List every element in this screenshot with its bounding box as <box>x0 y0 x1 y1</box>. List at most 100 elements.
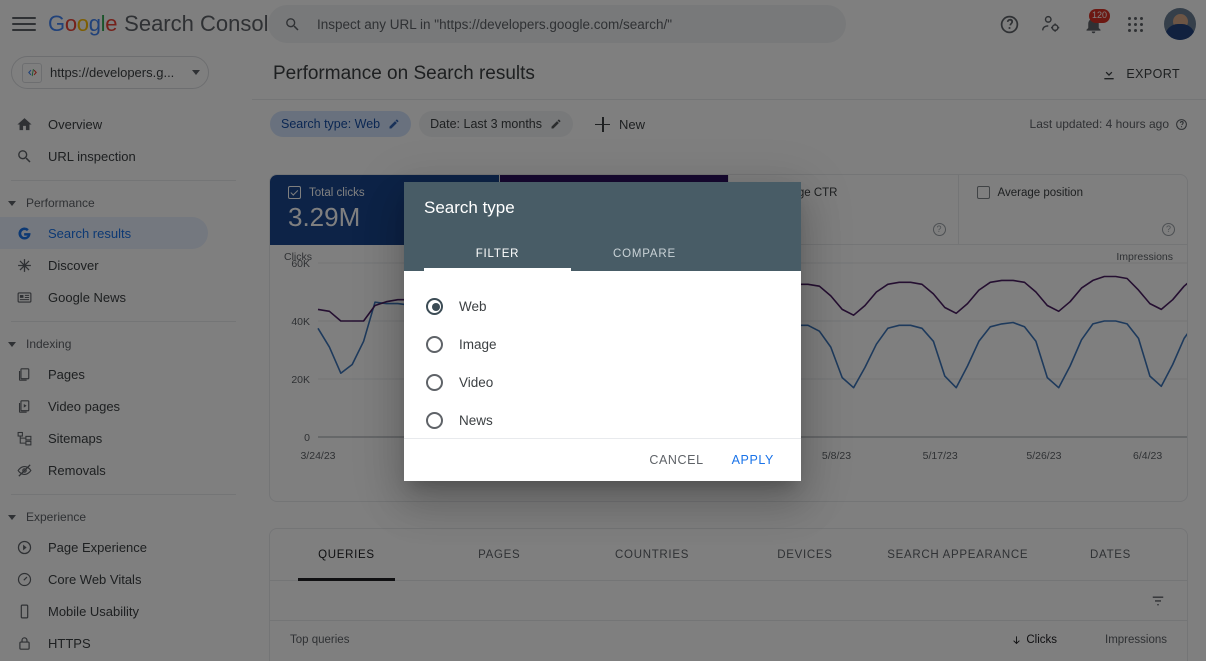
radio-label: Image <box>459 336 497 352</box>
home-icon <box>14 114 34 134</box>
tab-label: DEVICES <box>777 548 833 561</box>
dialog-options: Web Image Video News <box>404 271 801 438</box>
chevron-down-icon <box>192 70 200 75</box>
svg-text:6/4/23: 6/4/23 <box>1133 450 1162 462</box>
sidebar-group-label: Experience <box>26 510 87 524</box>
metric-checkbox[interactable] <box>976 186 990 199</box>
chip-date-label: Date: Last 3 months <box>430 117 543 131</box>
user-avatar[interactable] <box>1164 8 1196 40</box>
sidebar-item-mobile-usability[interactable]: Mobile Usability <box>0 595 208 627</box>
sidebar-item-discover[interactable]: Discover <box>0 249 208 281</box>
chip-date-range[interactable]: Date: Last 3 months <box>419 111 574 137</box>
sidebar-item-label: HTTPS <box>48 635 91 651</box>
apply-button[interactable]: APPLY <box>731 453 774 467</box>
sidebar-item-google-news[interactable]: Google News <box>0 281 208 313</box>
triangle-down-icon <box>8 341 16 347</box>
property-selector[interactable]: https://developers.g... <box>11 56 209 89</box>
dialog-title: Search type <box>424 198 515 217</box>
sidebar-item-label: URL inspection <box>48 148 136 164</box>
tab-label: COUNTRIES <box>615 548 690 561</box>
sidebar-group-performance[interactable]: Performance <box>0 189 252 217</box>
sidebar-group-indexing[interactable]: Indexing <box>0 330 252 358</box>
last-updated-label: Last updated: 4 hours ago <box>1029 117 1169 131</box>
filter-list-icon[interactable] <box>1149 592 1167 610</box>
radio-icon <box>426 373 443 391</box>
eye-off-icon <box>14 460 34 480</box>
dialog-tab-filter[interactable]: FILTER <box>424 237 571 271</box>
person-gear-icon <box>1042 15 1060 32</box>
sidebar-nav: Overview URL inspection Performance Sear… <box>0 100 252 661</box>
help-button[interactable] <box>992 7 1026 41</box>
sidebar-item-label: Removals <box>48 462 106 478</box>
new-filter-button[interactable]: New <box>587 113 653 136</box>
sidebar-item-url-inspection[interactable]: URL inspection <box>0 140 208 172</box>
metric-header: Average position <box>976 186 1174 199</box>
pages-copy-icon <box>14 364 34 384</box>
sidebar-item-label: Google News <box>48 289 127 305</box>
page-experience-icon <box>14 537 34 557</box>
metric-checkbox[interactable] <box>288 186 301 199</box>
tab-dates[interactable]: DATES <box>1034 529 1187 580</box>
sidebar-group-experience[interactable]: Experience <box>0 503 252 531</box>
sidebar-item-overview[interactable]: Overview <box>0 108 208 140</box>
code-brackets-icon <box>22 62 42 83</box>
gauge-icon <box>14 569 34 589</box>
chip-search-type[interactable]: Search type: Web <box>270 111 412 137</box>
avatar-body <box>1165 24 1195 40</box>
svg-text:3/24/23: 3/24/23 <box>300 450 335 462</box>
app-bar-actions: 120 <box>992 0 1196 48</box>
sidebar-item-core-web-vitals[interactable]: Core Web Vitals <box>0 563 208 595</box>
export-button[interactable]: EXPORT <box>1093 60 1188 88</box>
help-circle-icon[interactable]: ? <box>932 223 946 236</box>
svg-text:20K: 20K <box>291 374 310 386</box>
sidebar-item-sitemaps[interactable]: Sitemaps <box>0 422 208 454</box>
sidebar-group-label: Indexing <box>26 337 72 351</box>
sidebar-item-page-experience[interactable]: Page Experience <box>0 531 208 563</box>
sidebar-item-pages[interactable]: Pages <box>0 358 208 390</box>
sidebar-item-https[interactable]: HTTPS <box>0 627 208 659</box>
tab-pages[interactable]: PAGES <box>423 529 576 580</box>
radio-option-web[interactable]: Web <box>404 287 801 325</box>
search-placeholder: Inspect any URL in "https://developers.g… <box>317 16 673 32</box>
col-impressions[interactable]: Impressions <box>1105 634 1167 646</box>
app-bar: Google Search Console Inspect any URL in… <box>0 0 1206 48</box>
apps-grid-icon <box>1127 16 1143 32</box>
metric-card-average-position[interactable]: Average position ? <box>958 175 1187 245</box>
tab-search-appearance[interactable]: SEARCH APPEARANCE <box>881 529 1034 580</box>
help-circle-icon[interactable]: ? <box>1162 223 1175 236</box>
radio-option-image[interactable]: Image <box>404 325 801 363</box>
news-card-icon <box>14 287 34 307</box>
search-console-wordmark: Search Console <box>124 11 281 36</box>
tab-label: QUERIES <box>318 548 375 561</box>
tab-devices[interactable]: DEVICES <box>728 529 881 580</box>
col-clicks[interactable]: Clicks <box>937 634 1057 646</box>
sidebar-group-label: Performance <box>26 196 95 210</box>
tab-queries[interactable]: QUERIES <box>270 529 423 581</box>
sidebar-item-label: Search results <box>48 225 132 241</box>
radio-option-video[interactable]: Video <box>404 363 801 401</box>
radio-option-news[interactable]: News <box>404 401 801 439</box>
chip-search-type-label: Search type: Web <box>281 117 381 131</box>
sidebar-divider <box>11 321 236 322</box>
arrow-down-icon <box>1013 635 1021 644</box>
filter-bar: Search type: Web Date: Last 3 months New… <box>252 100 1206 148</box>
account-settings-button[interactable] <box>1034 7 1068 41</box>
col-clicks-label: Clicks <box>1026 634 1057 646</box>
triangle-down-icon <box>8 200 16 206</box>
download-icon <box>1104 67 1115 79</box>
sidebar-item-video-pages[interactable]: Video pages <box>0 390 208 422</box>
google-apps-button[interactable] <box>1118 7 1152 41</box>
tab-label: SEARCH APPEARANCE <box>887 548 1029 561</box>
sidebar-divider <box>11 180 236 181</box>
notifications-button[interactable]: 120 <box>1076 7 1110 41</box>
sidebar-item-search-results[interactable]: Search results <box>0 217 208 249</box>
cancel-button[interactable]: CANCEL <box>649 453 704 467</box>
hamburger-menu-icon[interactable] <box>12 12 36 36</box>
svg-text:5/8/23: 5/8/23 <box>822 450 851 462</box>
help-circle-icon[interactable] <box>1175 118 1188 131</box>
tab-countries[interactable]: COUNTRIES <box>576 529 729 580</box>
dialog-tab-compare[interactable]: COMPARE <box>571 237 718 271</box>
url-inspection-search-input[interactable]: Inspect any URL in "https://developers.g… <box>268 5 846 43</box>
sidebar-item-removals[interactable]: Removals <box>0 454 208 486</box>
dimension-tabs: QUERIES PAGES COUNTRIES DEVICES SEARCH A… <box>270 529 1187 581</box>
